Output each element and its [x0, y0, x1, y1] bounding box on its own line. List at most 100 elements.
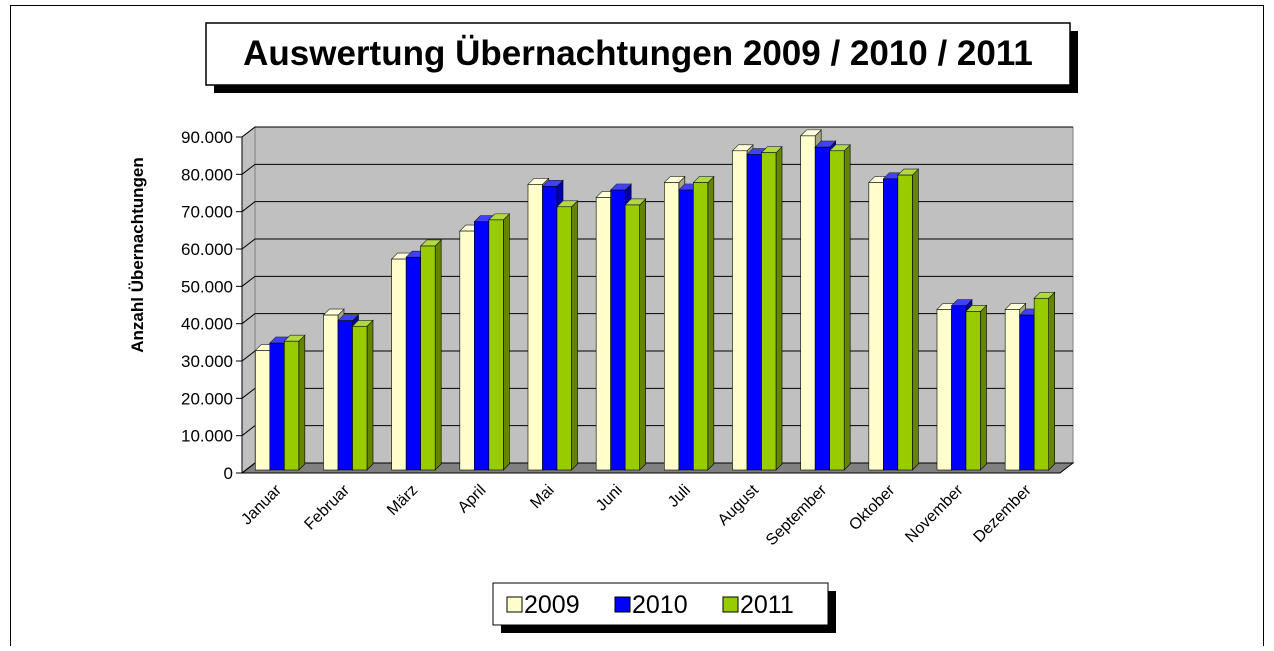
- legend-label: 2009: [524, 591, 580, 619]
- bar-front: [814, 146, 830, 471]
- bar-front: [391, 258, 407, 471]
- bar: [760, 145, 783, 471]
- bar-front: [527, 184, 543, 471]
- bar-side-shade: [1048, 292, 1055, 470]
- y-tick-label: 30.000: [181, 352, 233, 371]
- legend-swatch: [722, 596, 739, 613]
- bar-top-shade: [1005, 303, 1026, 310]
- legend-label: 2011: [740, 591, 794, 619]
- y-tick-label: 90.000: [181, 128, 233, 147]
- bar-top-shade: [610, 184, 632, 190]
- bar-top-shade: [323, 309, 344, 316]
- bar-front: [255, 350, 271, 471]
- bar-top-shade: [542, 180, 563, 187]
- chart-title: Auswertung Übernachtungen 2009 / 2010 / …: [243, 34, 1033, 73]
- bar-top-shade: [528, 178, 549, 185]
- bar-front: [474, 221, 490, 471]
- bar-front: [352, 325, 368, 471]
- bar-front: [284, 340, 300, 471]
- bar-top-shade: [284, 335, 305, 342]
- y-tick-label: 50.000: [181, 277, 233, 296]
- bar-front: [269, 342, 285, 471]
- grid-line: [241, 163, 1073, 175]
- bar-top-shade: [557, 200, 578, 207]
- bar-front: [323, 314, 339, 471]
- bar-top-shade: [800, 129, 822, 136]
- legend-swatch: [506, 596, 523, 613]
- bar-side-shade: [367, 320, 373, 470]
- bar: [692, 175, 715, 471]
- bar-side-shade: [571, 200, 578, 471]
- bar-top-shade: [664, 176, 685, 183]
- legend-box: [492, 582, 829, 626]
- bar-top-shade: [966, 305, 987, 312]
- bar: [624, 198, 647, 471]
- y-tick-label: 20.000: [181, 389, 233, 408]
- grid-line: [241, 275, 1073, 287]
- bar-top-shade: [488, 213, 510, 220]
- bar-front: [936, 309, 952, 471]
- bar-front: [965, 311, 981, 471]
- bar-side-shade: [844, 144, 851, 471]
- bar-side-shade: [912, 169, 919, 471]
- grid-line: [241, 201, 1073, 213]
- grid-line: [241, 313, 1073, 325]
- bar-front: [761, 152, 777, 471]
- y-tick-label: 80.000: [181, 165, 233, 184]
- bar-front: [693, 182, 709, 471]
- bar: [419, 239, 442, 471]
- bar-side-shade: [503, 213, 510, 470]
- bar-front: [610, 189, 626, 471]
- bar-front: [556, 206, 572, 471]
- bar: [556, 200, 579, 471]
- bar-front: [664, 182, 680, 471]
- bar-top-shade: [625, 198, 646, 205]
- bar-front: [420, 245, 436, 471]
- y-tick-label: 40.000: [181, 315, 233, 334]
- bar-top-shade: [829, 144, 851, 151]
- bar-front: [678, 189, 694, 471]
- y-tick-label: 10.000: [181, 427, 233, 446]
- bar-front: [542, 185, 558, 471]
- plot: 0 10.000 20.000 30.000 40.000 50.000 60.000 70.…: [181, 125, 1075, 549]
- bar-side-shade: [707, 176, 714, 471]
- bar-top-shade: [420, 240, 442, 246]
- bar-side-shade: [776, 146, 782, 470]
- bar: [828, 144, 851, 471]
- bar-front: [1019, 314, 1035, 471]
- y-tick-label: 70.000: [181, 203, 233, 222]
- bar-front: [897, 174, 913, 471]
- bar-top-shade: [693, 176, 714, 183]
- bar-front: [1033, 297, 1049, 471]
- bar-front: [459, 230, 475, 471]
- grid-line: [241, 462, 1073, 474]
- bar-front: [868, 182, 884, 471]
- y-tick-label: 60.000: [181, 240, 233, 259]
- legend-swatch: [614, 596, 631, 613]
- bar-front: [829, 150, 845, 471]
- bar-side-shade: [980, 305, 987, 470]
- bar-top-shade: [761, 146, 782, 153]
- grid-line: [241, 126, 1073, 138]
- grid-line: [241, 238, 1073, 250]
- bar-top-shade: [732, 144, 753, 151]
- bar: [965, 304, 988, 471]
- grid-line: [241, 350, 1073, 362]
- bar-front: [624, 204, 640, 471]
- bar: [283, 334, 306, 471]
- bar-front: [1004, 309, 1020, 471]
- y-tick-label: 0: [224, 464, 233, 483]
- bar-front: [746, 154, 762, 471]
- bar-top-shade: [352, 320, 373, 327]
- legend-label: 2010: [632, 591, 688, 619]
- bar-top-shade: [897, 169, 919, 176]
- bar-top-shade: [815, 141, 836, 148]
- bar-front: [337, 320, 353, 471]
- legend: 2009 2010 2011: [506, 591, 794, 619]
- bar: [351, 319, 374, 471]
- bar-side-shade: [298, 335, 305, 470]
- bar-side-shade: [639, 198, 646, 470]
- side-wall: [241, 125, 256, 475]
- bar: [1033, 291, 1056, 471]
